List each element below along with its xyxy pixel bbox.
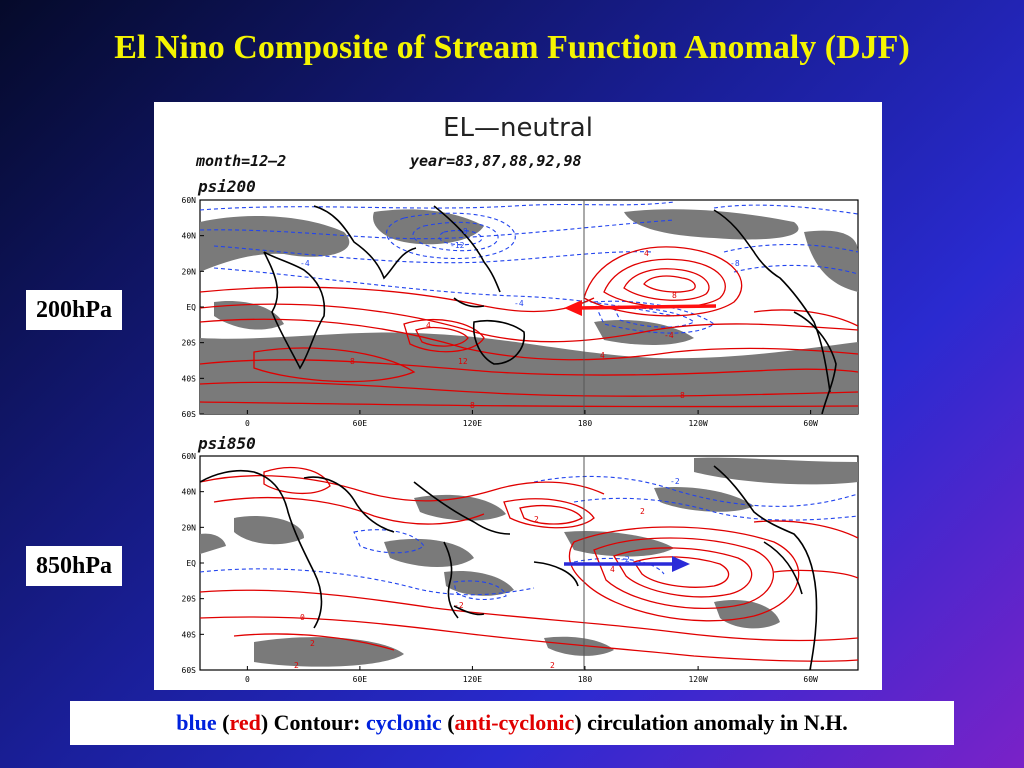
panel-lower-label: psi850	[197, 434, 256, 453]
lower-contour-label: -2	[620, 555, 630, 564]
upper-westward-arrow	[564, 300, 717, 316]
upper-contour-label: 4	[600, 351, 605, 360]
caption-open2: (	[441, 710, 455, 735]
upper-lon-tick-label: 0	[245, 419, 250, 428]
lower-lon-tick-label: 120E	[463, 675, 482, 684]
upper-contour-label: 4	[644, 249, 649, 258]
lower-contour-label: -2	[670, 477, 680, 486]
upper-contour-label: 12	[458, 357, 468, 366]
lower-lon-tick-label: 0	[245, 675, 250, 684]
upper-lon-tick-label: 120W	[688, 419, 707, 428]
legend-caption: blue ( red ) Contour: cyclonic ( anti-cy…	[70, 701, 954, 745]
lower-contour-label: -2	[454, 601, 464, 610]
upper-contour-label: 8	[672, 291, 677, 300]
lower-lon-tick-label: 60E	[353, 675, 368, 684]
upper-lat-tick-label: 60N	[182, 196, 197, 205]
upper-lat-tick-label: 20S	[182, 339, 197, 348]
lower-lat-tick-label: 60N	[182, 452, 197, 461]
lower-lat-tick-label: 40S	[182, 630, 197, 639]
upper-lat-tick-label: EQ	[186, 303, 196, 312]
lower-lat-tick-label: 20S	[182, 595, 197, 604]
years-label: year=83,87,88,92,98	[409, 152, 582, 170]
lower-contour-label: 2	[534, 515, 539, 524]
upper-lon-tick-label: 60W	[803, 419, 818, 428]
upper-coastlines	[263, 205, 837, 414]
caption-open1: (	[216, 710, 230, 735]
lower-lat-tick-label: EQ	[186, 559, 196, 568]
caption-cyclonic: cyclonic	[365, 710, 442, 735]
upper-lon-tick-label: 180	[578, 419, 593, 428]
upper-contour-label: -8	[458, 227, 468, 236]
upper-contour-label: -8	[730, 259, 740, 268]
upper-contour-labels-pos: 4 8 12 4 8 4 8 -4 8	[350, 249, 685, 410]
upper-lat-tick-label: 40N	[182, 232, 197, 241]
caption-mid: ) Contour:	[260, 710, 366, 735]
caption-red: red	[229, 710, 261, 735]
lower-lat-tick-label: 20N	[182, 523, 197, 532]
upper-contour-label: 8	[350, 357, 355, 366]
upper-contour-label: -12	[450, 241, 465, 250]
upper-contour-labels: -8 -4 -12 -4 -8	[300, 227, 740, 308]
upper-lat-tick-label: 20N	[182, 267, 197, 276]
figure-heading: EL—neutral	[443, 113, 593, 143]
lower-contour-label: 2	[294, 661, 299, 670]
lower-negative-contours	[200, 475, 858, 601]
upper-contour-label: -4	[514, 299, 524, 308]
lower-contour-label: 0	[300, 613, 305, 622]
lower-contour-label: 2	[550, 661, 555, 670]
lower-lat-tick-label: 40N	[182, 488, 197, 497]
upper-lon-tick-label: 60E	[353, 419, 368, 428]
lower-contour-labels: -2 -2	[620, 477, 680, 564]
lower-contour-label: 4	[610, 565, 615, 574]
lower-contour-label: 2	[640, 507, 645, 516]
slide-title: El Nino Composite of Stream Function Ano…	[114, 29, 910, 66]
stream-function-figure: EL—neutral month=12–2 year=83,87,88,92,9…	[182, 113, 859, 684]
label-850hpa: 850hPa	[26, 546, 123, 586]
panel-upper-label: psi200	[197, 177, 256, 196]
lower-lon-tick-label: 60W	[803, 675, 818, 684]
upper-contour-label: 8	[470, 401, 475, 410]
upper-lat-tick-label: 40S	[182, 374, 197, 383]
upper-contour-label: -4	[300, 259, 310, 268]
caption-blue: blue	[176, 710, 217, 735]
caption-tail: ) circulation anomaly in N.H.	[574, 710, 848, 735]
upper-shading	[200, 209, 858, 414]
month-label: month=12–2	[195, 152, 286, 170]
upper-contour-label: 4	[426, 321, 431, 330]
lower-coastlines	[200, 465, 818, 670]
upper-lat-tick-label: 60S	[182, 410, 197, 419]
upper-lon-tick-label: 120E	[463, 419, 482, 428]
lower-eastward-arrow	[564, 556, 690, 572]
lower-contour-label: 2	[310, 639, 315, 648]
psi850-map: -2 -2 2 2 4 2 -2 0 2 2	[199, 455, 859, 671]
lower-lat-tick-label: 60S	[182, 666, 197, 675]
lower-lon-tick-label: 120W	[688, 675, 707, 684]
upper-contour-label: 8	[680, 391, 685, 400]
psi200-map: -8 -4 -12 -4 -8 4 8 12 4 8 4 8 -4 8	[199, 199, 859, 415]
label-200hpa: 200hPa	[26, 290, 123, 330]
lower-positive-contours	[200, 466, 858, 662]
lower-shading	[200, 457, 858, 667]
lower-lon-tick-label: 180	[578, 675, 593, 684]
axis-labels: 60N 40N 20N EQ 20S 40S 60S 0 60E 120E 180 120W 60W 60…	[182, 196, 818, 684]
caption-anticyclonic: anti-cyclonic	[454, 710, 575, 735]
figure-panel: EL—neutral month=12–2 year=83,87,88,92,9…	[154, 102, 882, 690]
lower-contour-labels-pos: 2 2 4 2 -2 0 2 2	[294, 507, 645, 670]
upper-negative-contours	[200, 201, 858, 334]
upper-contour-label: -4	[664, 331, 674, 340]
